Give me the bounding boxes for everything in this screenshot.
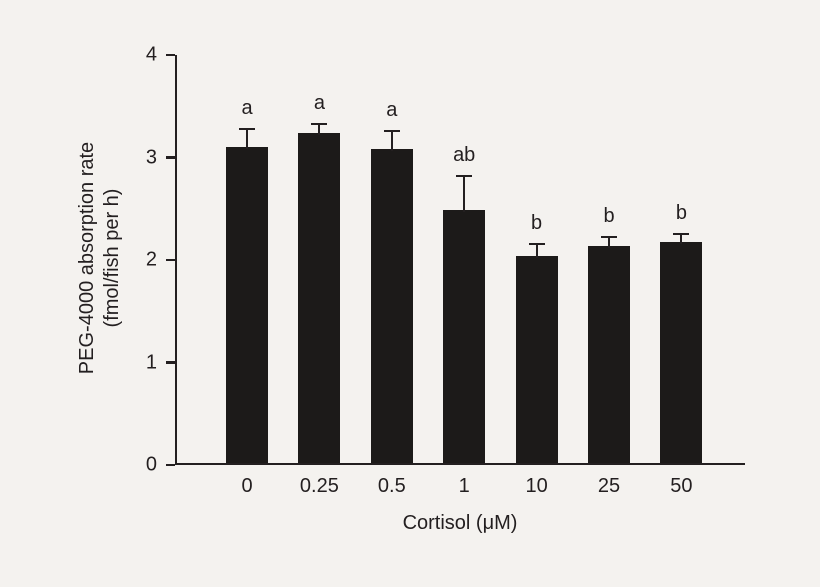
error-bar-cap [456, 174, 473, 177]
y-axis-label-line2: (fmol/fish per h) [101, 188, 123, 328]
x-tick-label: 25 [597, 475, 621, 497]
error-bar-cap [383, 129, 400, 132]
x-tick-label: 50 [670, 475, 693, 497]
error-bar [246, 128, 248, 150]
significance-letter: b [675, 202, 687, 225]
error-bar [318, 123, 321, 135]
bar [226, 147, 268, 463]
plot-area: 0 1 2 3 4 a 0 a 0.25 a 0.5 ab 1 b 10 b 25 b 50 [146, 44, 745, 497]
x-tick-label: 10 [525, 475, 548, 497]
significance-letter: a [241, 96, 253, 119]
error-bar-cap [311, 122, 328, 125]
significance-letter: b [603, 205, 615, 228]
y-axis-label: PEG-4000 absorption rate (fmol/fish per … [75, 142, 125, 374]
error-bar [680, 234, 683, 244]
error-bar-cap [601, 236, 617, 239]
bar [370, 149, 413, 463]
error-bar-cap [528, 242, 545, 245]
bar [588, 245, 630, 463]
y-tick-label: 1 [145, 351, 157, 373]
error-bar [390, 130, 393, 152]
error-bar [608, 237, 610, 248]
bar [298, 132, 341, 463]
x-axis-label: Cortisol (μM) [402, 512, 518, 534]
significance-letter: b [531, 211, 543, 234]
significance-letter: ab [453, 143, 476, 166]
y-axis-tick [166, 53, 175, 57]
y-tick-label: 3 [145, 146, 157, 168]
y-tick-label: 2 [145, 248, 157, 271]
y-tick-label: 0 [145, 453, 157, 476]
bar [660, 241, 703, 463]
error-bar [463, 175, 466, 212]
y-axis-tick [166, 463, 175, 467]
bar [443, 209, 486, 463]
bar [515, 255, 558, 463]
y-axis-tick [166, 361, 175, 364]
significance-letter: a [313, 91, 325, 114]
x-tick-label: 1 [458, 475, 470, 497]
error-bar-cap [239, 127, 255, 130]
x-tick-label: 0.25 [299, 475, 339, 497]
y-axis-label-line1: PEG-4000 absorption rate [76, 141, 98, 375]
significance-letter: a [386, 98, 398, 121]
error-bar [535, 243, 538, 258]
error-bar-cap [673, 233, 690, 236]
x-tick-label: 0.5 [377, 475, 406, 497]
y-axis-tick [166, 156, 175, 159]
y-axis-tick [166, 258, 175, 262]
x-tick-label: 0 [241, 475, 253, 497]
y-tick-label: 4 [145, 43, 157, 66]
